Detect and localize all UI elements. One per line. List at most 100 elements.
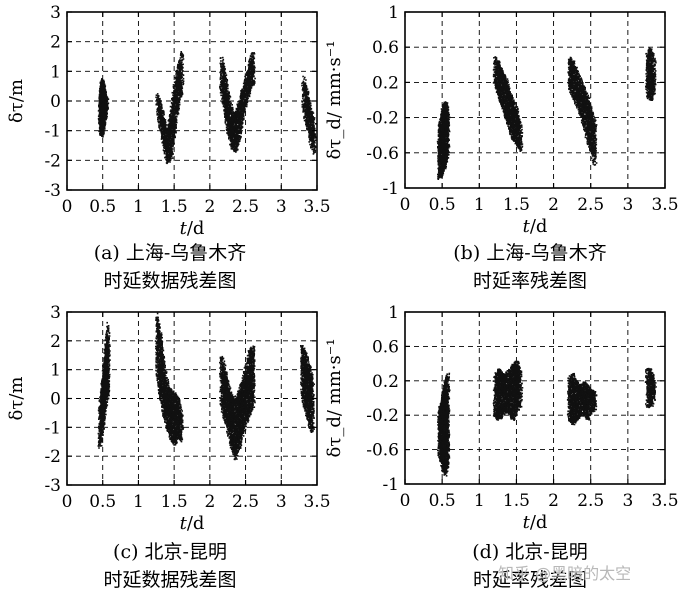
chart-a-point bbox=[99, 99, 101, 101]
chart-a-point bbox=[180, 54, 182, 57]
chart-a-point bbox=[170, 121, 173, 123]
chart-a-point bbox=[176, 93, 179, 96]
chart-a-point bbox=[179, 96, 181, 98]
chart-a-point bbox=[98, 111, 101, 114]
chart-a-point bbox=[238, 138, 240, 140]
chart-a-point bbox=[240, 122, 242, 124]
chart-a-point bbox=[161, 115, 163, 117]
chart-a-point bbox=[103, 121, 106, 124]
chart-a-point bbox=[165, 148, 167, 150]
chart-a-point bbox=[158, 125, 160, 128]
chart-a-point bbox=[165, 149, 167, 151]
chart-a-point bbox=[174, 98, 176, 100]
chart-a-point bbox=[105, 112, 107, 114]
chart-a-point bbox=[100, 133, 103, 136]
chart-a-point bbox=[101, 92, 103, 95]
chart-a-point bbox=[103, 132, 105, 134]
chart-a-point bbox=[220, 67, 223, 69]
chart-a-point bbox=[230, 116, 232, 118]
chart-a-point bbox=[180, 89, 183, 91]
chart-a-point bbox=[103, 100, 105, 102]
chart-a-point bbox=[104, 109, 106, 111]
chart-a-point bbox=[173, 100, 175, 102]
chart-a-point bbox=[238, 127, 241, 130]
chart-a-point bbox=[171, 116, 173, 118]
chart-a-point bbox=[160, 136, 163, 138]
chart-a-point bbox=[99, 134, 101, 136]
chart-a-point bbox=[231, 143, 234, 145]
chart-a-point bbox=[223, 102, 225, 104]
chart-a-point bbox=[176, 107, 179, 109]
chart-a-point bbox=[173, 120, 175, 123]
chart-a-point bbox=[175, 127, 177, 129]
chart-a-point bbox=[173, 107, 175, 109]
chart-a-point bbox=[223, 93, 225, 96]
chart-a-point bbox=[180, 74, 182, 76]
chart-a-point bbox=[242, 112, 245, 114]
chart-a-point bbox=[101, 93, 103, 96]
chart-a-point bbox=[179, 97, 181, 99]
chart-a-point bbox=[227, 101, 229, 103]
chart-a-point bbox=[157, 121, 160, 124]
chart-a-point bbox=[175, 96, 178, 99]
chart-a-point bbox=[181, 92, 183, 95]
chart-a-point bbox=[231, 104, 233, 106]
chart-a-point bbox=[242, 98, 244, 100]
chart-a-point bbox=[170, 126, 172, 129]
chart-a-point bbox=[175, 123, 177, 126]
chart-a-point bbox=[176, 102, 179, 105]
chart-a-point bbox=[170, 143, 172, 145]
chart-a-point bbox=[158, 115, 161, 117]
chart-a-point bbox=[219, 87, 221, 90]
chart-a-point bbox=[104, 96, 107, 99]
chart-a-point bbox=[157, 116, 159, 119]
chart-a-point bbox=[173, 108, 175, 110]
chart-a-point bbox=[177, 84, 179, 87]
chart-a-point bbox=[169, 152, 171, 154]
chart-a-point bbox=[158, 102, 160, 105]
chart-a-point bbox=[105, 93, 107, 95]
chart-a-point bbox=[156, 93, 159, 95]
chart-a-point bbox=[155, 103, 158, 106]
chart-a-point bbox=[174, 135, 176, 138]
chart-a-point bbox=[172, 97, 174, 99]
chart-a-point bbox=[222, 58, 225, 61]
chart-a-point bbox=[102, 94, 105, 96]
chart-a-point bbox=[176, 98, 178, 100]
chart-a-point bbox=[161, 112, 163, 114]
chart-a-point bbox=[103, 88, 106, 90]
chart-a-point bbox=[239, 130, 241, 133]
chart-a-point bbox=[230, 108, 233, 110]
chart-a-point bbox=[161, 118, 163, 121]
chart-a-point bbox=[175, 73, 177, 75]
chart-a-point bbox=[160, 106, 163, 108]
chart-a-point bbox=[228, 94, 231, 97]
chart-a-point bbox=[167, 124, 169, 126]
chart-a-point bbox=[182, 63, 184, 66]
chart-a-point bbox=[225, 82, 227, 85]
chart-a-point bbox=[169, 134, 172, 137]
chart-a-point bbox=[220, 81, 223, 84]
chart-a-point bbox=[176, 90, 179, 93]
chart-a-point bbox=[225, 117, 227, 119]
chart-a-point bbox=[221, 97, 224, 100]
chart-a-point bbox=[222, 100, 224, 103]
chart-a-point bbox=[160, 114, 163, 116]
chart-a-point bbox=[104, 105, 107, 107]
chart-a-point bbox=[164, 123, 166, 126]
chart-a-point bbox=[160, 117, 163, 119]
chart-a-point bbox=[168, 138, 170, 140]
chart-a-point bbox=[99, 112, 101, 115]
chart-a-point bbox=[221, 101, 224, 104]
chart-a-point bbox=[169, 147, 172, 150]
chart-a-point bbox=[103, 85, 105, 88]
chart-a-point bbox=[175, 91, 177, 93]
chart-a-point bbox=[176, 85, 179, 88]
chart-a-point bbox=[98, 96, 101, 98]
chart-a-point bbox=[169, 115, 172, 117]
chart-a-point bbox=[101, 126, 104, 129]
chart-a-point bbox=[102, 101, 105, 103]
chart-a-point bbox=[100, 123, 103, 126]
chart-a-point bbox=[172, 140, 174, 142]
chart-a-point bbox=[99, 106, 102, 109]
